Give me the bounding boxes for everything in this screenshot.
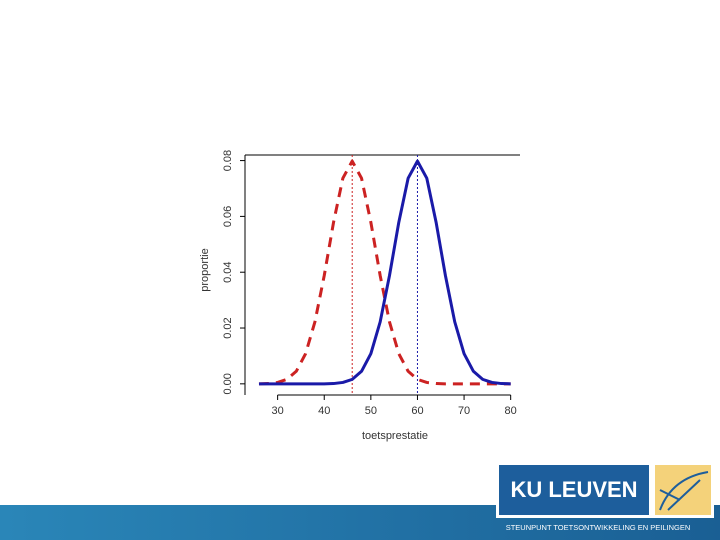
y-tick-label: 0.06 [222,206,234,227]
x-tick-label: 40 [318,405,330,417]
y-tick-label: 0.00 [222,373,234,394]
y-axis-label: proportie [199,248,211,291]
x-tick-label: 50 [365,405,377,417]
tagline: STEUNPUNT TOETSONTWIKKELING EN PEILINGEN [506,523,691,532]
x-tick-label: 80 [505,405,517,417]
x-tick-label: 30 [272,405,284,417]
plot: toetsprestatie proportie 30 40 50 60 70 80 0.0… [199,150,520,442]
y-tick-label: 0.08 [222,150,234,171]
logo-text: KU LEUVEN [510,477,637,502]
emblem-lines [659,471,709,511]
y-tick-label: 0.02 [222,317,234,338]
logo-box [499,465,649,515]
y-tick-label: 0.04 [222,261,234,282]
x-tick-label: 60 [411,405,423,417]
x-tick-label: 70 [458,405,470,417]
x-axis-label: toetsprestatie [362,430,428,442]
curve [258,159,511,386]
curve [258,159,511,386]
